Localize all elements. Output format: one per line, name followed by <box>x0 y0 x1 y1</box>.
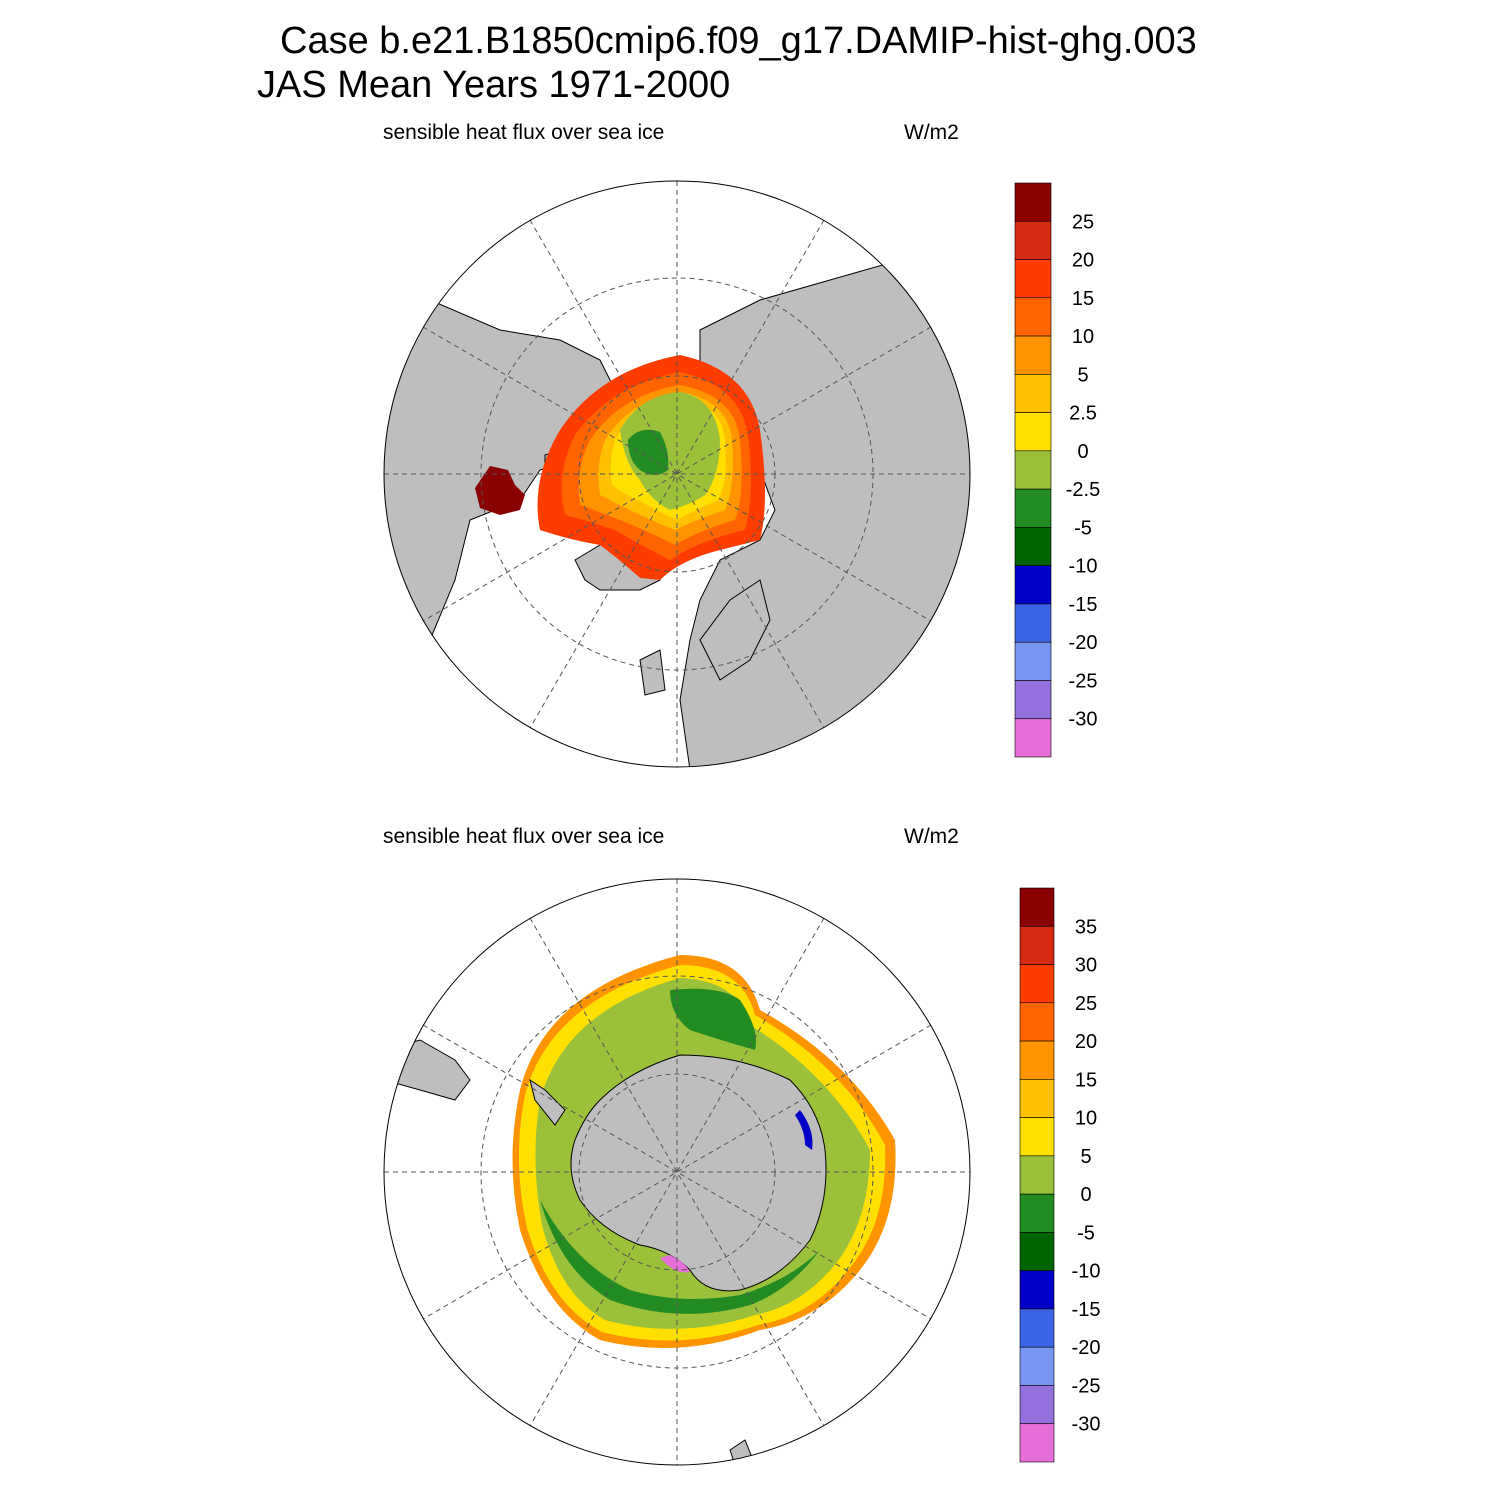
sh-coastal-min <box>660 1255 690 1273</box>
sh-colorbar: 35 30 25 20 15 10 5 0 -5 -10 -15 -20 -25 -30 <box>1019 887 1101 1463</box>
sh-colorbar-label: 30 <box>1075 955 1097 977</box>
sh-colorbar-label: -25 <box>1072 1375 1101 1397</box>
sh-colorbar-label: 35 <box>1075 916 1097 938</box>
sh-field-label: sensible heat flux over sea ice <box>383 825 665 848</box>
nh-colorbar-swatch <box>1014 335 1052 375</box>
nh-gridlines <box>384 181 970 767</box>
nh-colorbar-label: 2.5 <box>1069 403 1097 425</box>
sh-colorbar-swatch <box>1019 1155 1055 1195</box>
nh-ice-central <box>620 392 720 510</box>
sh-units-label: W/m2 <box>904 825 959 848</box>
nh-field-label: sensible heat flux over sea ice <box>383 121 665 144</box>
nh-colorbar-label: -30 <box>1069 709 1098 731</box>
nh-hudson-bay-hotspot <box>475 466 525 515</box>
nh-colorbar-label: -15 <box>1069 594 1098 616</box>
sh-coastal-blue <box>795 1110 813 1150</box>
sh-colorbar-swatch <box>1019 887 1055 927</box>
sh-antarctic-peninsula <box>529 1078 566 1126</box>
sh-colorbar-swatch <box>1019 1385 1055 1425</box>
nh-map-border <box>383 180 971 768</box>
nh-colorbar-label: 25 <box>1072 211 1094 233</box>
sh-colorbar-swatch <box>1019 925 1055 965</box>
nh-colorbar-swatch <box>1014 527 1052 566</box>
nh-colorbar-swatch <box>1014 565 1052 605</box>
sh-colorbar-label: 0 <box>1080 1184 1091 1206</box>
nh-colorbar-label: 20 <box>1072 250 1094 272</box>
nh-colorbar-label: 15 <box>1072 288 1094 310</box>
nh-colorbar-swatch <box>1014 680 1052 720</box>
sh-ice-band-weddell <box>540 1200 820 1314</box>
sh-colorbar-label: -20 <box>1072 1337 1101 1359</box>
nh-colorbar-label: 0 <box>1077 441 1088 463</box>
sh-colorbar-swatch <box>1019 1002 1055 1042</box>
sh-colorbar-label: 20 <box>1075 1031 1097 1053</box>
nh-colorbar-swatch <box>1014 450 1052 490</box>
sh-colorbar-swatch <box>1019 1232 1055 1271</box>
sh-antarctica <box>570 1054 827 1292</box>
sh-colorbar-label: 15 <box>1075 1069 1097 1091</box>
nh-colorbar-label: -2.5 <box>1066 479 1100 501</box>
sh-polar-map <box>383 878 971 1466</box>
nh-colorbar-swatch <box>1014 641 1052 681</box>
sh-colorbar-swatch <box>1019 1040 1055 1080</box>
sh-colorbar-label: 5 <box>1080 1146 1091 1168</box>
sh-map-border <box>383 878 971 1466</box>
sh-colorbar-label: 25 <box>1075 993 1097 1015</box>
sh-colorbar-label: -5 <box>1077 1222 1095 1244</box>
sh-colorbar-swatch <box>1019 1308 1055 1348</box>
nh-colorbar-swatch <box>1014 603 1052 643</box>
nh-colorbar-label: 10 <box>1072 326 1094 348</box>
sh-colorbar-swatch <box>1019 964 1055 1004</box>
sh-colorbar-label: -10 <box>1072 1261 1101 1283</box>
sh-colorbar-label: -15 <box>1072 1299 1101 1321</box>
sh-colorbar-label: 10 <box>1075 1108 1097 1130</box>
sh-colorbar-swatch <box>1019 1346 1055 1386</box>
sh-colorbar-label: -30 <box>1072 1414 1101 1436</box>
nh-colorbar-swatch <box>1014 488 1052 528</box>
figure-title: Case b.e21.B1850cmip6.f09_g17.DAMIP-hist… <box>280 20 1197 62</box>
nh-colorbar-label: -5 <box>1074 517 1092 539</box>
nh-colorbar-swatch <box>1014 182 1052 222</box>
nh-colorbar-swatch <box>1014 412 1052 452</box>
figure-subtitle: JAS Mean Years 1971-2000 <box>257 64 731 106</box>
nh-colorbar-swatch <box>1014 259 1052 299</box>
nh-colorbar: 25 20 15 10 5 2.5 0 -2.5 -5 -10 -15 -20 -25 -30 <box>1014 182 1100 758</box>
nh-colorbar-label: -10 <box>1069 556 1098 578</box>
nh-colorbar-swatch <box>1014 297 1052 337</box>
nh-colorbar-swatch <box>1014 220 1052 260</box>
nh-colorbar-label: -20 <box>1069 632 1098 654</box>
sh-colorbar-swatch <box>1019 1270 1055 1310</box>
sh-colorbar-swatch <box>1019 1079 1055 1118</box>
nh-units-label: W/m2 <box>904 121 959 144</box>
sh-colorbar-swatch <box>1019 1423 1055 1463</box>
sh-colorbar-swatch <box>1019 1117 1055 1157</box>
sh-colorbar-swatch <box>1019 1193 1055 1233</box>
sh-gridlines <box>384 879 970 1465</box>
nh-colorbar-label: -25 <box>1069 670 1098 692</box>
sh-ice-band-ross <box>670 988 756 1050</box>
nh-polar-map <box>383 180 971 768</box>
nh-colorbar-swatch <box>1014 374 1052 413</box>
nh-colorbar-swatch <box>1014 718 1052 758</box>
nh-colorbar-label: 5 <box>1077 364 1088 386</box>
